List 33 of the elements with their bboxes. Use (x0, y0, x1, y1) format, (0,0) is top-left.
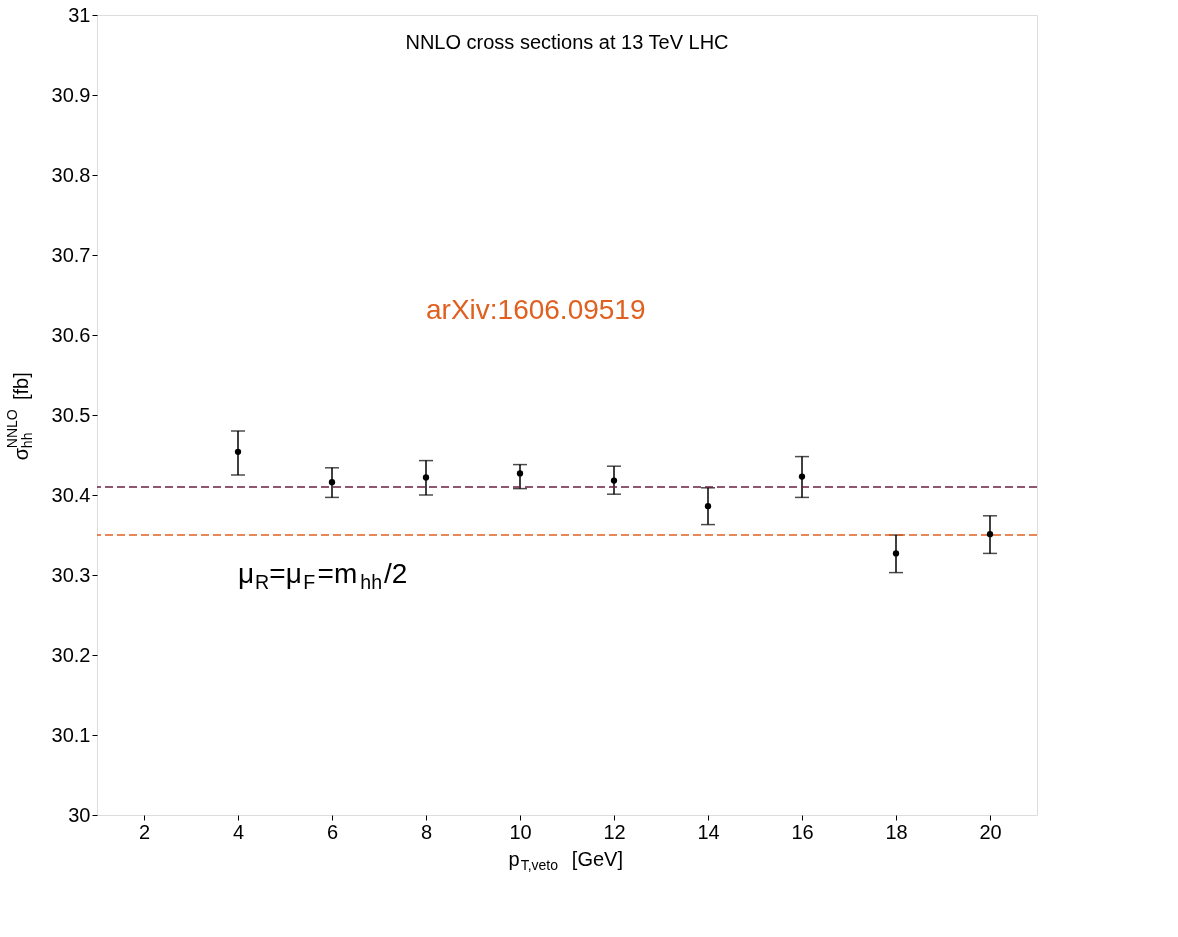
x-tick-label: 6 (326, 820, 339, 843)
y-tick-label: 30.6 (51, 323, 91, 346)
x-tick-label: 4 (232, 820, 245, 843)
annotation: arXiv:1606.09519 (426, 294, 646, 325)
point (892, 550, 900, 557)
y-tick-label: 31 (68, 3, 91, 26)
y-tick-label: 30.8 (51, 163, 91, 186)
x-tick-label: 10 (509, 820, 532, 843)
x-tick-label: 12 (603, 820, 626, 843)
x-tick-label: 2 (138, 820, 151, 843)
x-tick-label: 8 (420, 820, 433, 843)
point (798, 473, 806, 480)
x-tick-label: 18 (885, 820, 908, 843)
y-tick-label: 30 (68, 803, 91, 826)
x-tick-label: 16 (791, 820, 814, 843)
y-axis-title: σhhNNLO [fb] (4, 372, 35, 461)
y-tick-label: 30.7 (51, 243, 91, 266)
y-tick-label: 30.5 (51, 403, 91, 426)
point (422, 474, 430, 481)
x-tick-label: 20 (979, 820, 1002, 843)
point (516, 470, 524, 477)
y-tick-label: 30.4 (51, 483, 91, 506)
text: NNLO cross sections at 13 TeV LHC (405, 31, 729, 53)
point (234, 448, 242, 455)
point (704, 503, 712, 510)
x-tick-label: 14 (697, 820, 720, 843)
y-tick-label: 30.2 (51, 643, 91, 666)
y-tick-label: 30.1 (51, 723, 91, 746)
point (328, 479, 336, 486)
point (986, 531, 994, 538)
y-tick-label: 30.3 (51, 563, 91, 586)
point (610, 477, 618, 484)
y-tick-label: 30.9 (51, 83, 91, 106)
